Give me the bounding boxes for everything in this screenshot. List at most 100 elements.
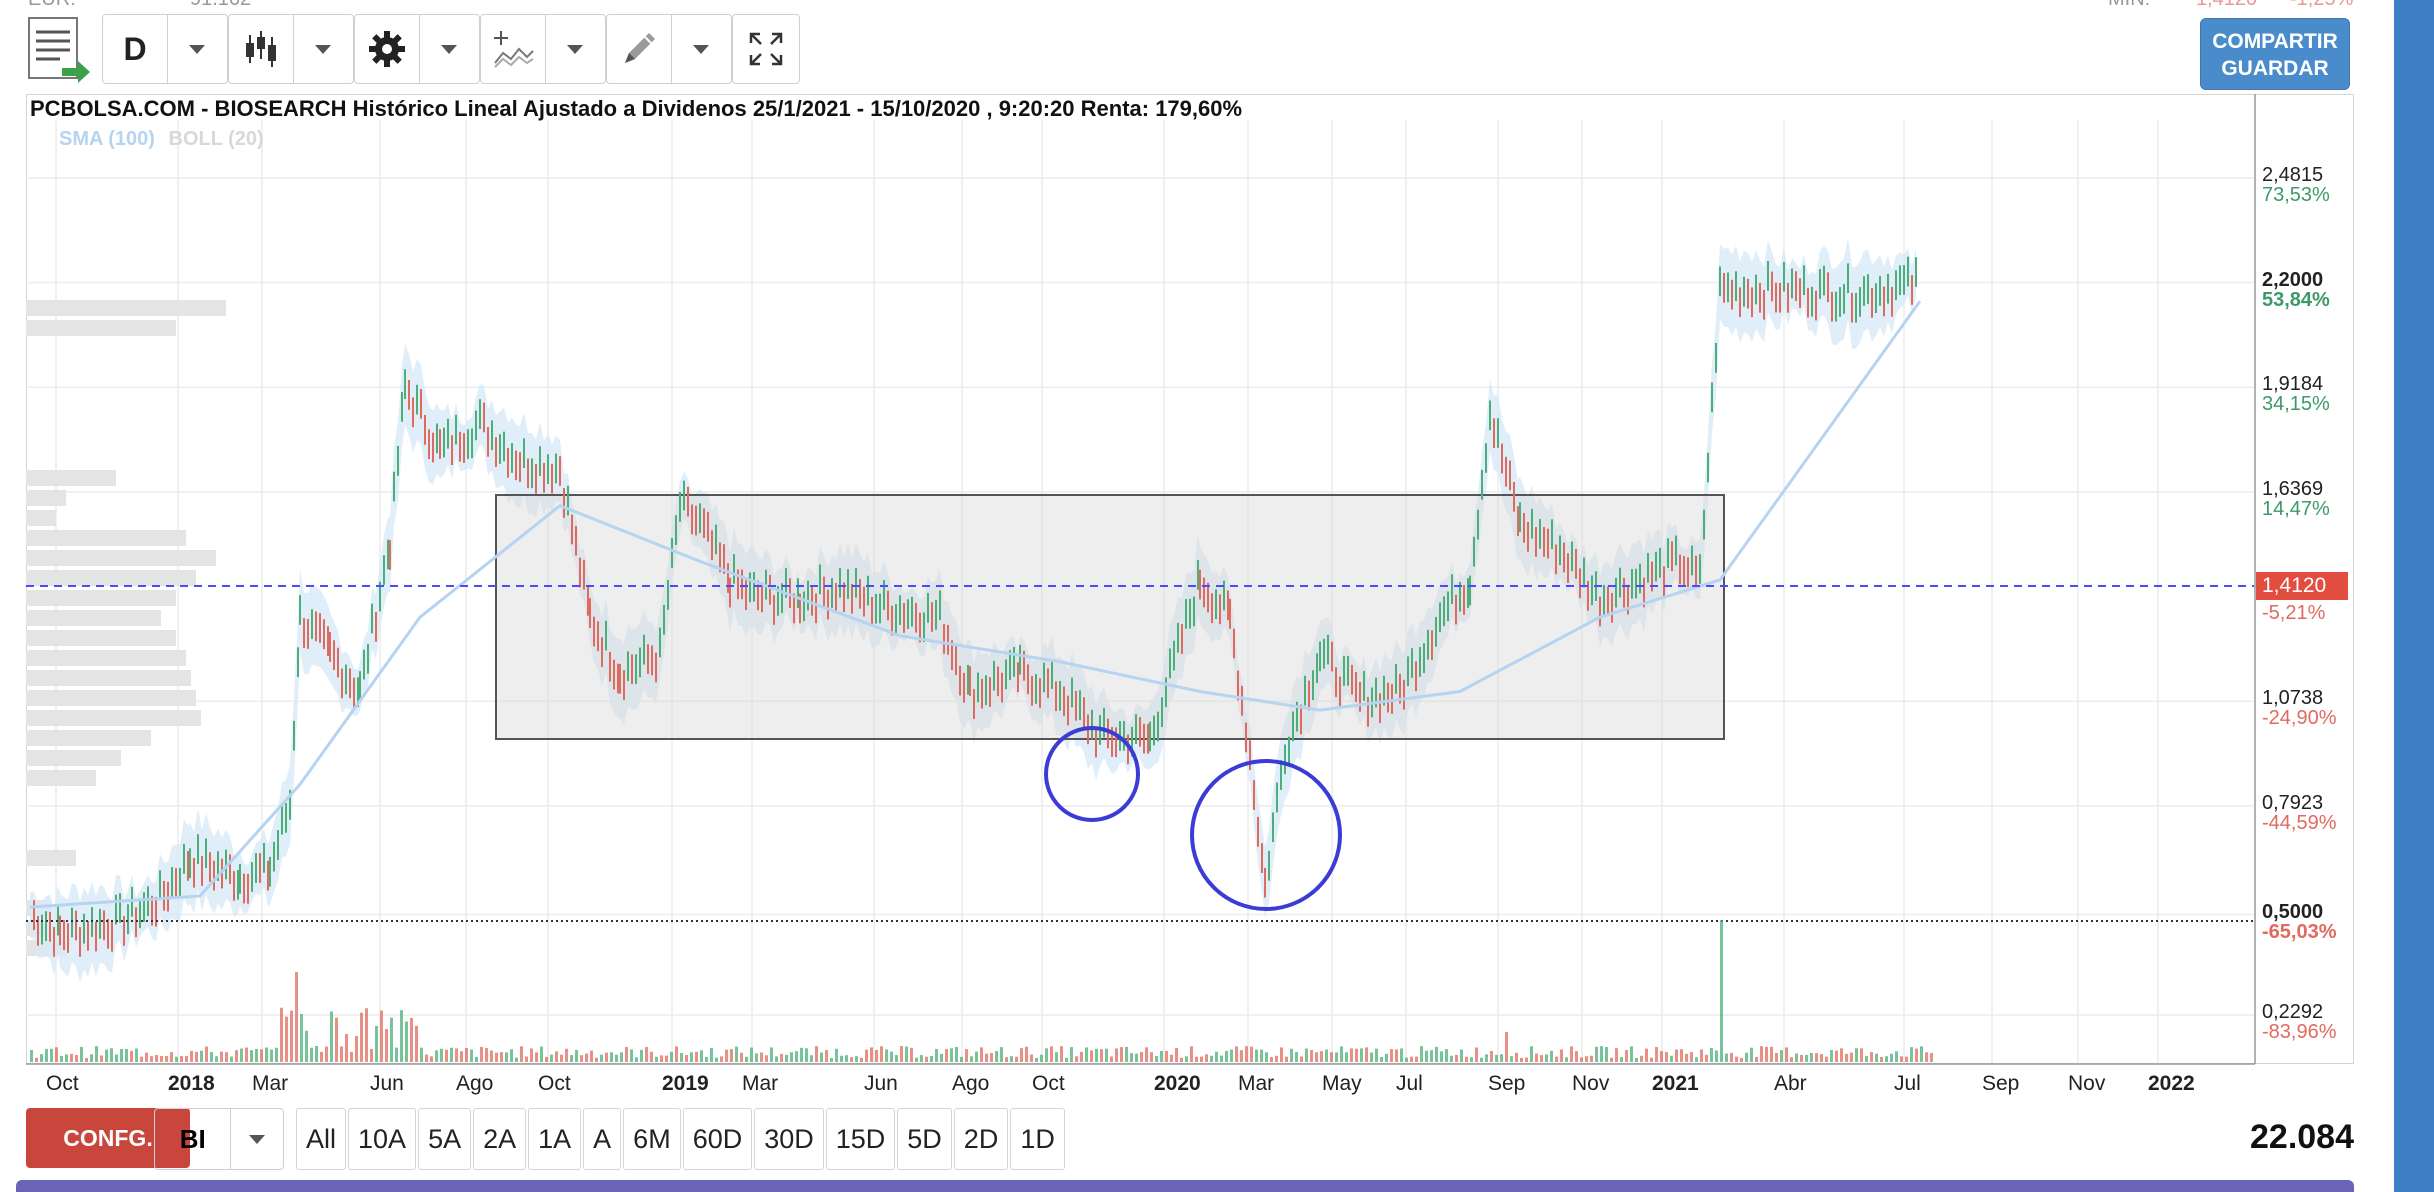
indicators-dropdown[interactable] <box>545 15 604 83</box>
share-save-button[interactable]: COMPARTIR GUARDAR <box>2200 18 2350 90</box>
highlight-circle <box>1190 759 1342 911</box>
volume-bar <box>1775 1052 1778 1062</box>
volume-bar <box>365 1008 368 1062</box>
volume-bar <box>1585 1056 1588 1062</box>
fullscreen-button[interactable] <box>732 14 800 84</box>
volume-bar <box>335 1017 338 1062</box>
volume-bar <box>560 1054 563 1062</box>
volume-bar <box>1570 1046 1573 1062</box>
x-tick-label: Oct <box>538 1072 571 1095</box>
range-button-all[interactable]: All <box>296 1108 347 1170</box>
volume-bar <box>720 1056 723 1062</box>
period-dropdown[interactable] <box>167 15 226 83</box>
volume-bar <box>1720 920 1723 1062</box>
volume-bar <box>140 1056 143 1062</box>
volume-bar <box>1100 1049 1103 1062</box>
volume-bar <box>410 1018 413 1062</box>
range-button-1d[interactable]: 1D <box>1010 1108 1065 1170</box>
settings-selector[interactable] <box>354 14 480 84</box>
volume-bar <box>675 1046 678 1062</box>
indicators-selector[interactable] <box>480 14 606 84</box>
volume-bar <box>405 1021 408 1062</box>
legend-sma[interactable]: SMA (100) <box>59 128 155 150</box>
volume-bar <box>340 1046 343 1062</box>
range-button-2a[interactable]: 2A <box>473 1108 527 1170</box>
volume-bar <box>1455 1054 1458 1062</box>
y-tick-price: 0,2292 <box>2262 1001 2324 1024</box>
volume-bar <box>750 1047 753 1062</box>
range-buttons: All 10A 5A 2A 1A A 6M 60D 30D 15D 5D 2D 1D <box>296 1108 1067 1170</box>
range-button-2d[interactable]: 2D <box>953 1108 1009 1170</box>
chart-type-dropdown[interactable] <box>293 15 352 83</box>
volume-bar <box>1080 1051 1083 1062</box>
volume-bar <box>1370 1052 1373 1062</box>
volume-bar <box>1900 1056 1903 1062</box>
volume-bar <box>1800 1054 1803 1062</box>
candlestick-button[interactable] <box>229 15 293 83</box>
fullscreen-icon-wrap[interactable] <box>733 15 799 83</box>
volume-bar <box>1640 1055 1643 1062</box>
range-button-10a[interactable]: 10A <box>348 1108 417 1170</box>
volume-bar <box>1840 1048 1843 1062</box>
range-button-30d[interactable]: 30D <box>754 1108 824 1170</box>
candlestick-icon <box>246 31 276 67</box>
mode-dropdown[interactable] <box>230 1109 283 1169</box>
volume-bar <box>880 1046 883 1062</box>
price-chart[interactable] <box>0 0 2434 1100</box>
drawing-dropdown[interactable] <box>671 15 730 83</box>
drawing-selector[interactable] <box>606 14 732 84</box>
mode-value[interactable]: BI <box>179 1123 206 1154</box>
volume-bar <box>1605 1047 1608 1062</box>
volume-bar <box>1465 1056 1468 1062</box>
save-label: GUARDAR <box>2221 57 2329 80</box>
range-button-1a[interactable]: 1A <box>528 1108 582 1170</box>
y-tick-pct: -83,96% <box>2262 1021 2337 1044</box>
legend-boll[interactable]: BOLL (20) <box>168 128 264 150</box>
chart-type-selector[interactable] <box>228 14 354 84</box>
range-button-a[interactable]: A <box>583 1108 622 1170</box>
mode-selector[interactable]: BI <box>154 1108 284 1170</box>
volume-bar <box>990 1052 993 1062</box>
range-button-6m[interactable]: 6M <box>623 1108 681 1170</box>
volume-bar <box>815 1046 818 1062</box>
volume-bar <box>35 1057 38 1062</box>
volume-bar <box>450 1047 453 1062</box>
volume-bar <box>1285 1056 1288 1062</box>
volume-bar <box>865 1049 868 1062</box>
range-button-15d[interactable]: 15D <box>825 1108 896 1170</box>
volume-bar <box>955 1046 958 1062</box>
volume-bar <box>1375 1048 1378 1062</box>
range-button-5a[interactable]: 5A <box>418 1108 472 1170</box>
volume-bar <box>460 1051 463 1062</box>
y-tick-price: 0,5000 <box>2262 900 2324 923</box>
volume-bar <box>1750 1047 1753 1062</box>
config-button[interactable]: CONFG. <box>26 1108 190 1168</box>
volume-bar <box>390 1017 393 1062</box>
volume-bar <box>915 1057 918 1062</box>
report-button[interactable] <box>26 14 92 84</box>
volume-bar <box>1780 1050 1783 1062</box>
period-value[interactable]: D <box>123 30 147 67</box>
drawing-button[interactable] <box>607 15 671 83</box>
range-button-60d[interactable]: 60D <box>682 1108 753 1170</box>
volume-bar <box>1435 1046 1438 1062</box>
volume-profile-bar <box>26 470 116 486</box>
volume-bar <box>1600 1046 1603 1062</box>
volume-bar <box>235 1050 238 1062</box>
top-cut-strip: EUR: 91.162 MIN: 1,4120 -1,25% <box>0 0 2434 10</box>
period-selector[interactable]: D <box>102 14 228 84</box>
volume-profile-bar <box>26 590 176 606</box>
settings-button[interactable] <box>355 15 419 83</box>
range-button-5d[interactable]: 5D <box>897 1108 952 1170</box>
volume-bar <box>1520 1057 1523 1062</box>
volume-bar <box>355 1035 358 1062</box>
volume-bar <box>480 1046 483 1062</box>
volume-bar <box>1365 1047 1368 1062</box>
volume-bar <box>1360 1048 1363 1062</box>
volume-bar <box>210 1051 213 1062</box>
volume-bar <box>1075 1056 1078 1062</box>
volume-bar <box>155 1054 158 1062</box>
volume-bar <box>1895 1051 1898 1062</box>
settings-dropdown[interactable] <box>419 15 478 83</box>
add-indicator-button[interactable] <box>481 15 545 83</box>
